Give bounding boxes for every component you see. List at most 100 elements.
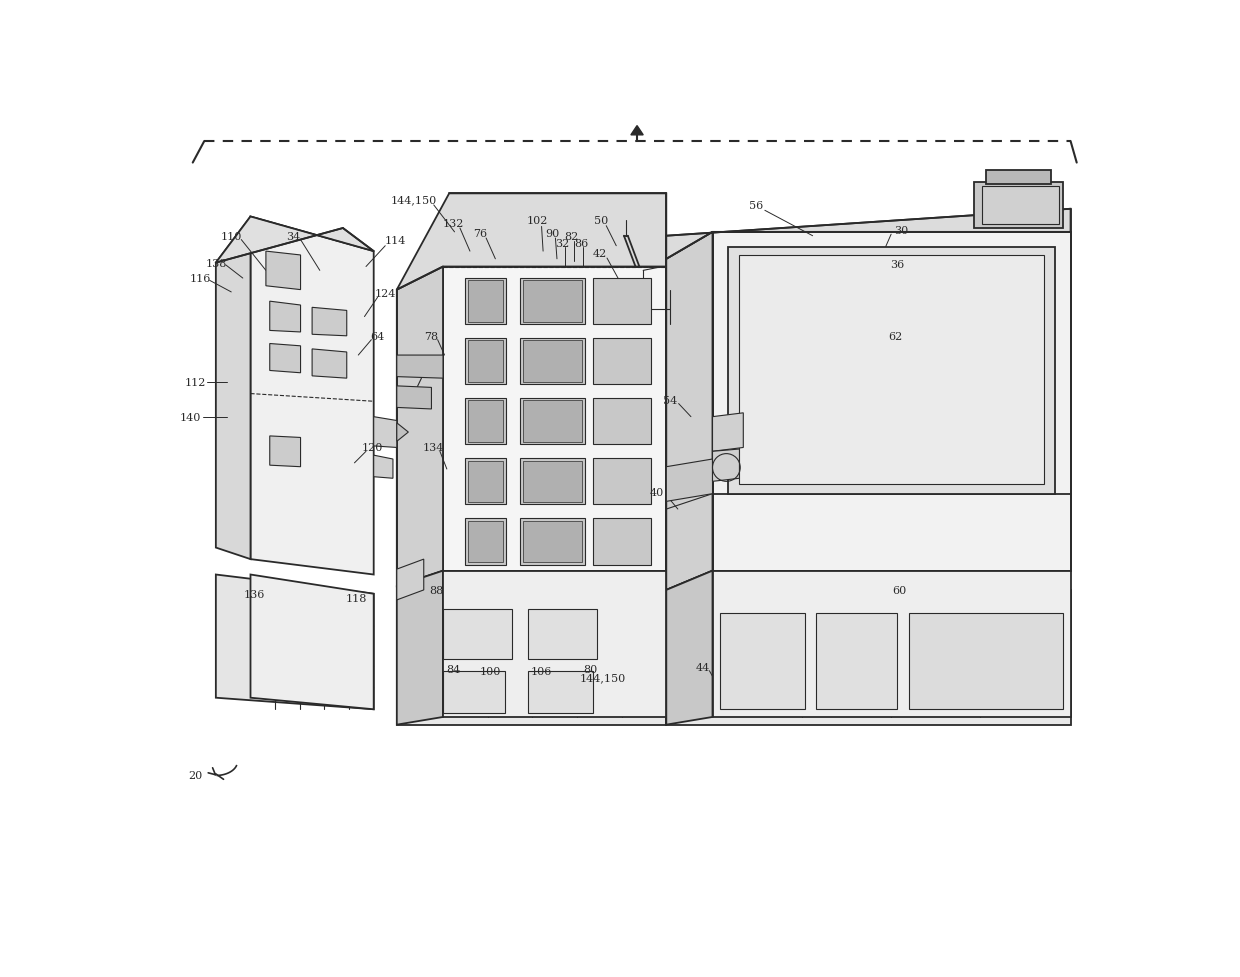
Polygon shape [593, 339, 651, 385]
Polygon shape [666, 572, 713, 725]
Text: 86: 86 [574, 239, 589, 249]
Polygon shape [593, 278, 651, 325]
Polygon shape [523, 402, 583, 443]
Polygon shape [270, 302, 300, 332]
Polygon shape [397, 586, 666, 725]
Text: 78: 78 [424, 331, 439, 341]
Polygon shape [312, 350, 347, 379]
Text: 90: 90 [546, 230, 559, 239]
Text: 144,150: 144,150 [580, 672, 626, 682]
Text: 62: 62 [888, 331, 903, 341]
Polygon shape [713, 413, 743, 451]
Text: 36: 36 [890, 260, 904, 270]
Polygon shape [467, 402, 503, 443]
Text: 56: 56 [749, 200, 764, 211]
Polygon shape [270, 437, 300, 467]
Polygon shape [467, 341, 503, 383]
Polygon shape [666, 209, 1070, 260]
Polygon shape [265, 252, 300, 290]
Text: 82: 82 [564, 232, 579, 241]
Text: 64: 64 [371, 331, 384, 341]
Text: 30: 30 [894, 226, 908, 236]
Text: 144,150: 144,150 [391, 195, 436, 205]
Polygon shape [216, 574, 373, 709]
Polygon shape [528, 671, 593, 713]
Polygon shape [373, 417, 397, 448]
Polygon shape [523, 281, 583, 322]
Text: 114: 114 [384, 235, 405, 245]
Polygon shape [467, 461, 503, 502]
Text: 112: 112 [185, 378, 206, 388]
Text: 84: 84 [446, 664, 460, 674]
Text: 60: 60 [893, 585, 906, 595]
Polygon shape [397, 423, 408, 442]
Polygon shape [982, 187, 1059, 225]
Polygon shape [728, 248, 1055, 494]
Text: 50: 50 [594, 216, 609, 226]
Polygon shape [465, 339, 506, 385]
Text: 20: 20 [188, 770, 202, 780]
Polygon shape [520, 399, 585, 445]
Text: 34: 34 [285, 232, 300, 241]
Polygon shape [465, 519, 506, 565]
Polygon shape [520, 459, 585, 505]
Polygon shape [443, 572, 666, 717]
Polygon shape [397, 560, 424, 600]
Polygon shape [713, 572, 1070, 717]
Text: 106: 106 [531, 666, 552, 676]
Text: 124: 124 [374, 289, 396, 299]
Text: 134: 134 [423, 443, 444, 453]
Text: 54: 54 [663, 396, 677, 405]
Polygon shape [528, 610, 596, 659]
Polygon shape [720, 614, 805, 709]
Polygon shape [250, 217, 373, 574]
Polygon shape [593, 519, 651, 565]
Polygon shape [443, 671, 505, 713]
Polygon shape [373, 455, 393, 479]
Polygon shape [520, 339, 585, 385]
Polygon shape [593, 399, 651, 445]
Text: 76: 76 [472, 230, 487, 239]
Text: 42: 42 [593, 249, 608, 259]
Polygon shape [312, 308, 347, 336]
Polygon shape [666, 590, 1070, 725]
Polygon shape [443, 268, 666, 572]
Polygon shape [443, 610, 512, 659]
Polygon shape [465, 459, 506, 505]
Text: 80: 80 [584, 664, 598, 674]
Polygon shape [909, 614, 1063, 709]
Polygon shape [523, 521, 583, 563]
Polygon shape [631, 126, 644, 136]
Text: 110: 110 [221, 232, 242, 241]
Polygon shape [216, 217, 373, 264]
Text: 140: 140 [180, 412, 201, 422]
Text: 40: 40 [650, 488, 665, 497]
Polygon shape [520, 278, 585, 325]
Polygon shape [270, 344, 300, 373]
Polygon shape [986, 171, 1052, 185]
Polygon shape [713, 449, 739, 482]
Text: 120: 120 [362, 443, 383, 453]
Polygon shape [397, 387, 432, 409]
Text: 44: 44 [696, 662, 711, 672]
Text: 102: 102 [527, 216, 548, 226]
Polygon shape [523, 461, 583, 502]
Polygon shape [593, 459, 651, 505]
Text: 136: 136 [244, 589, 265, 599]
Text: 88: 88 [430, 585, 444, 595]
Polygon shape [467, 281, 503, 322]
Polygon shape [520, 519, 585, 565]
Text: 138: 138 [205, 258, 227, 269]
Polygon shape [397, 268, 443, 586]
Polygon shape [523, 341, 583, 383]
Text: 116: 116 [190, 274, 211, 283]
Polygon shape [975, 183, 1063, 229]
Polygon shape [465, 278, 506, 325]
Polygon shape [216, 217, 250, 560]
Polygon shape [397, 572, 443, 725]
Polygon shape [397, 194, 666, 290]
Polygon shape [713, 233, 1070, 572]
Polygon shape [739, 256, 1044, 485]
Text: 132: 132 [443, 219, 464, 229]
Polygon shape [467, 521, 503, 563]
